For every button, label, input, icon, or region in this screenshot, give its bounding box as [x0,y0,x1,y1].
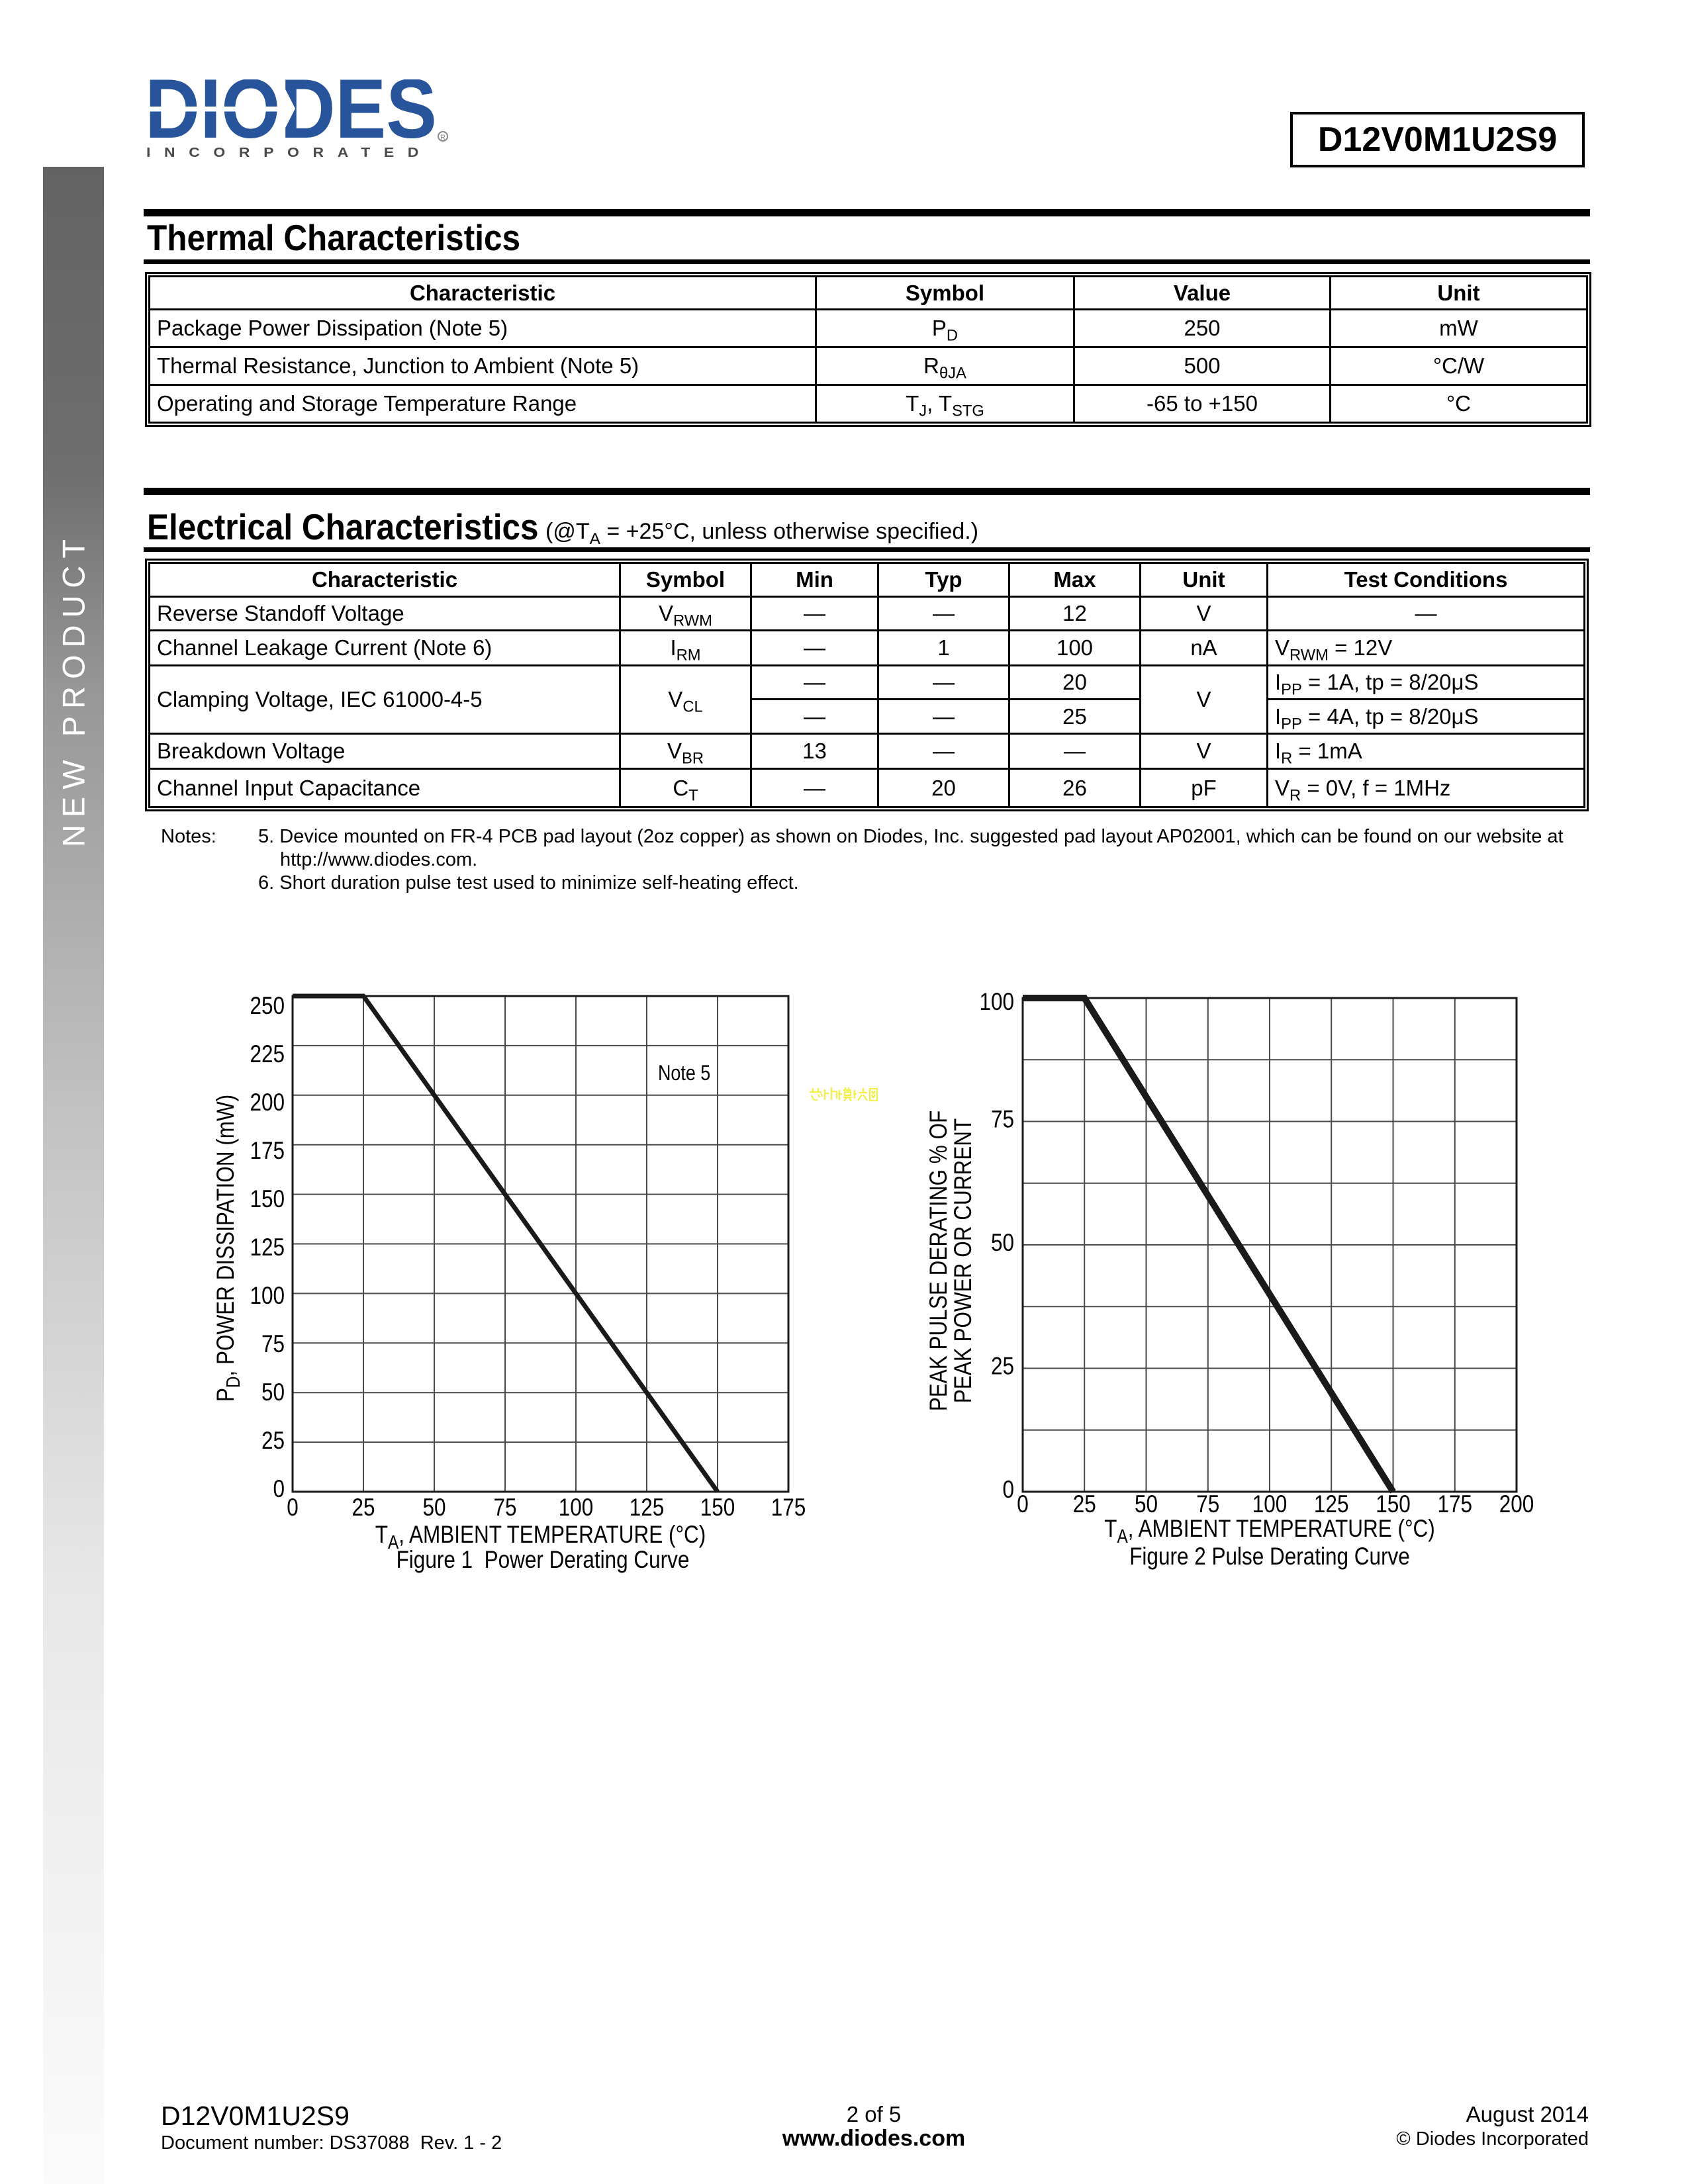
svg-text:200: 200 [250,1089,285,1116]
svg-text:150: 150 [1376,1491,1411,1518]
svg-text:50: 50 [261,1379,285,1406]
svg-text:0: 0 [287,1494,299,1522]
svg-text:125: 125 [250,1234,285,1261]
svg-text:TA, AMBIENT TEMPERATURE (°C): TA, AMBIENT TEMPERATURE (°C) [1104,1516,1435,1547]
svg-text:Figure 1 Power Derating Curve: Figure 1 Power Derating Curve [397,1547,690,1574]
svg-text:200: 200 [1499,1491,1534,1518]
svg-text:150: 150 [700,1494,735,1522]
svg-text:75: 75 [1196,1491,1219,1518]
svg-text:TA, AMBIENT TEMPERATURE (°C): TA, AMBIENT TEMPERATURE (°C) [375,1522,706,1553]
svg-text:150: 150 [250,1186,285,1213]
svg-text:0: 0 [273,1476,285,1503]
svg-text:INCORPORATED: INCORPORATED [146,146,432,160]
svg-text:100: 100 [559,1494,594,1522]
svg-text:50: 50 [991,1230,1014,1257]
svg-text:175: 175 [1438,1491,1473,1518]
svg-text:125: 125 [630,1494,665,1522]
svg-text:100: 100 [250,1283,285,1310]
svg-text:175: 175 [250,1138,285,1165]
svg-text:Figure 2 Pulse Derating Curve: Figure 2 Pulse Derating Curve [1129,1543,1410,1570]
svg-text:0: 0 [1017,1491,1029,1518]
svg-text:50: 50 [1135,1491,1158,1518]
svg-text:25: 25 [352,1494,375,1522]
svg-text:DIODES: DIODES [145,79,437,156]
svg-text:25: 25 [1073,1491,1096,1518]
svg-text:R: R [440,134,445,142]
svg-text:75: 75 [261,1331,285,1358]
svg-text:225: 225 [250,1041,285,1068]
svg-text:250: 250 [250,993,285,1020]
svg-text:25: 25 [991,1353,1014,1380]
svg-text:0: 0 [1002,1477,1014,1504]
svg-text:75: 75 [991,1106,1014,1133]
svg-text:25: 25 [261,1428,285,1455]
svg-text:100: 100 [979,989,1014,1016]
svg-text:75: 75 [493,1494,516,1522]
svg-text:125: 125 [1314,1491,1349,1518]
svg-text:100: 100 [1252,1491,1288,1518]
svg-text:50: 50 [422,1494,445,1522]
svg-text:PD, POWER DISSIPATION (mW): PD, POWER DISSIPATION (mW) [212,1095,244,1402]
svg-text:Note 5: Note 5 [658,1062,710,1085]
svg-text:PEAK POWER OR CURRENT: PEAK POWER OR CURRENT [950,1118,977,1403]
svg-text:175: 175 [771,1494,806,1522]
svg-text:PEAK PULSE DERATING % OF: PEAK PULSE DERATING % OF [925,1111,953,1411]
